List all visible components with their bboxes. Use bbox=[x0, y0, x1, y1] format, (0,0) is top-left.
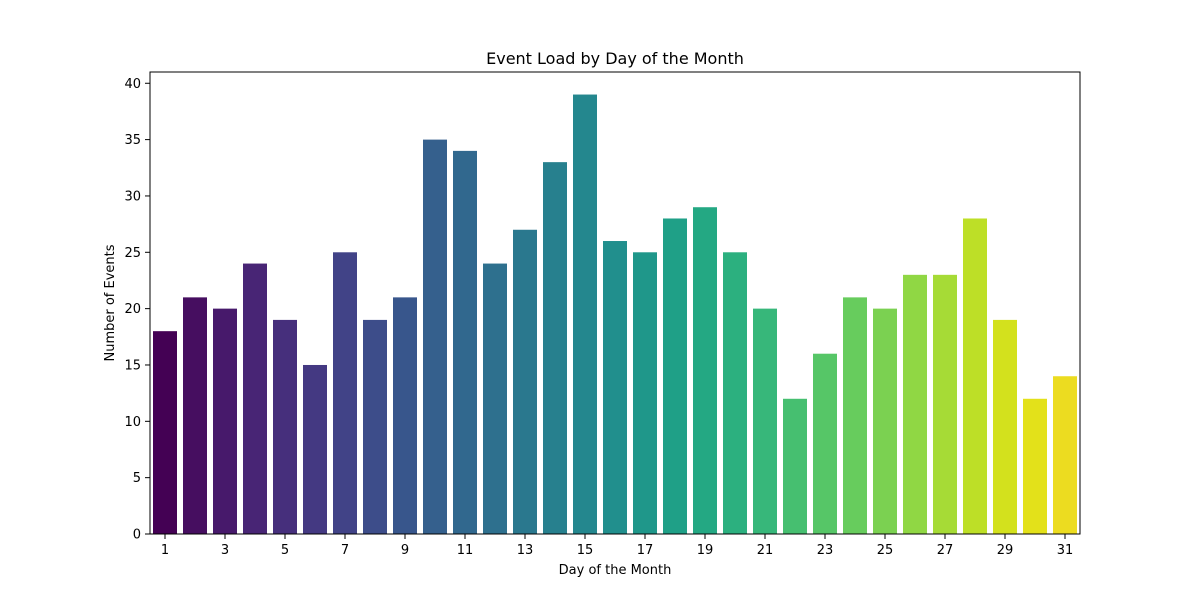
bar-day-23 bbox=[813, 353, 837, 534]
x-tick-label: 31 bbox=[1057, 543, 1074, 558]
y-tick-label: 40 bbox=[124, 77, 141, 92]
x-tick-label: 9 bbox=[401, 543, 409, 558]
bar-day-22 bbox=[783, 398, 807, 534]
x-tick-label: 17 bbox=[637, 543, 654, 558]
bar-day-17 bbox=[633, 252, 657, 535]
bar-day-18 bbox=[663, 218, 687, 535]
bar-day-12 bbox=[483, 263, 507, 534]
bar-day-25 bbox=[873, 308, 897, 534]
x-tick-label: 15 bbox=[577, 543, 594, 558]
y-tick-label: 5 bbox=[133, 471, 141, 486]
x-tick-label: 29 bbox=[997, 543, 1014, 558]
bar-day-13 bbox=[513, 229, 537, 534]
y-tick-label: 0 bbox=[133, 528, 141, 543]
bar-day-24 bbox=[843, 297, 867, 534]
y-tick-label: 35 bbox=[124, 133, 141, 148]
bar-day-2 bbox=[183, 297, 207, 534]
x-tick-label: 19 bbox=[697, 543, 714, 558]
x-tick-label: 5 bbox=[281, 543, 289, 558]
bar-day-10 bbox=[423, 139, 447, 535]
bar-day-26 bbox=[903, 274, 927, 534]
bars-group bbox=[153, 94, 1077, 535]
y-axis: 0 5 10 15 20 25 30 35 40 bbox=[124, 77, 150, 543]
bar-day-15 bbox=[573, 94, 597, 534]
bar-day-4 bbox=[243, 263, 267, 534]
bar-day-1 bbox=[153, 331, 177, 534]
bar-day-19 bbox=[693, 207, 717, 534]
bar-day-31 bbox=[1053, 376, 1077, 534]
y-tick-label: 15 bbox=[124, 358, 141, 373]
bar-day-30 bbox=[1023, 398, 1047, 534]
x-tick-label: 11 bbox=[457, 543, 474, 558]
x-tick-label: 1 bbox=[161, 543, 169, 558]
x-tick-label: 3 bbox=[221, 543, 229, 558]
bar-day-28 bbox=[963, 218, 987, 535]
x-tick-label: 7 bbox=[341, 543, 349, 558]
y-tick-label: 10 bbox=[124, 415, 141, 430]
bar-day-9 bbox=[393, 297, 417, 534]
bar-day-16 bbox=[603, 241, 627, 534]
x-axis-label: Day of the Month bbox=[559, 563, 672, 578]
bar-day-20 bbox=[723, 252, 747, 535]
y-tick-label: 20 bbox=[124, 302, 141, 317]
x-tick-label: 21 bbox=[757, 543, 774, 558]
bar-day-7 bbox=[333, 252, 357, 535]
bar-day-5 bbox=[273, 319, 297, 534]
bar-day-29 bbox=[993, 319, 1017, 534]
bar-day-6 bbox=[303, 364, 327, 534]
x-tick-label: 25 bbox=[877, 543, 894, 558]
bar-day-14 bbox=[543, 162, 567, 534]
x-tick-label: 27 bbox=[937, 543, 954, 558]
x-tick-label: 23 bbox=[817, 543, 834, 558]
bar-day-21 bbox=[753, 308, 777, 534]
bar-day-11 bbox=[453, 150, 477, 534]
y-tick-label: 25 bbox=[124, 246, 141, 261]
y-tick-label: 30 bbox=[124, 189, 141, 204]
x-axis: 1 3 5 7 9 11 13 15 17 19 21 23 25 27 29 31 bbox=[161, 534, 1073, 558]
y-axis-label: Number of Events bbox=[103, 244, 118, 361]
bar-day-27 bbox=[933, 274, 957, 534]
plot-frame bbox=[149, 71, 1081, 535]
x-tick-label: 13 bbox=[517, 543, 534, 558]
chart-title: Event Load by Day of the Month bbox=[486, 49, 744, 68]
bar-day-3 bbox=[213, 308, 237, 534]
bar-day-8 bbox=[363, 319, 387, 534]
